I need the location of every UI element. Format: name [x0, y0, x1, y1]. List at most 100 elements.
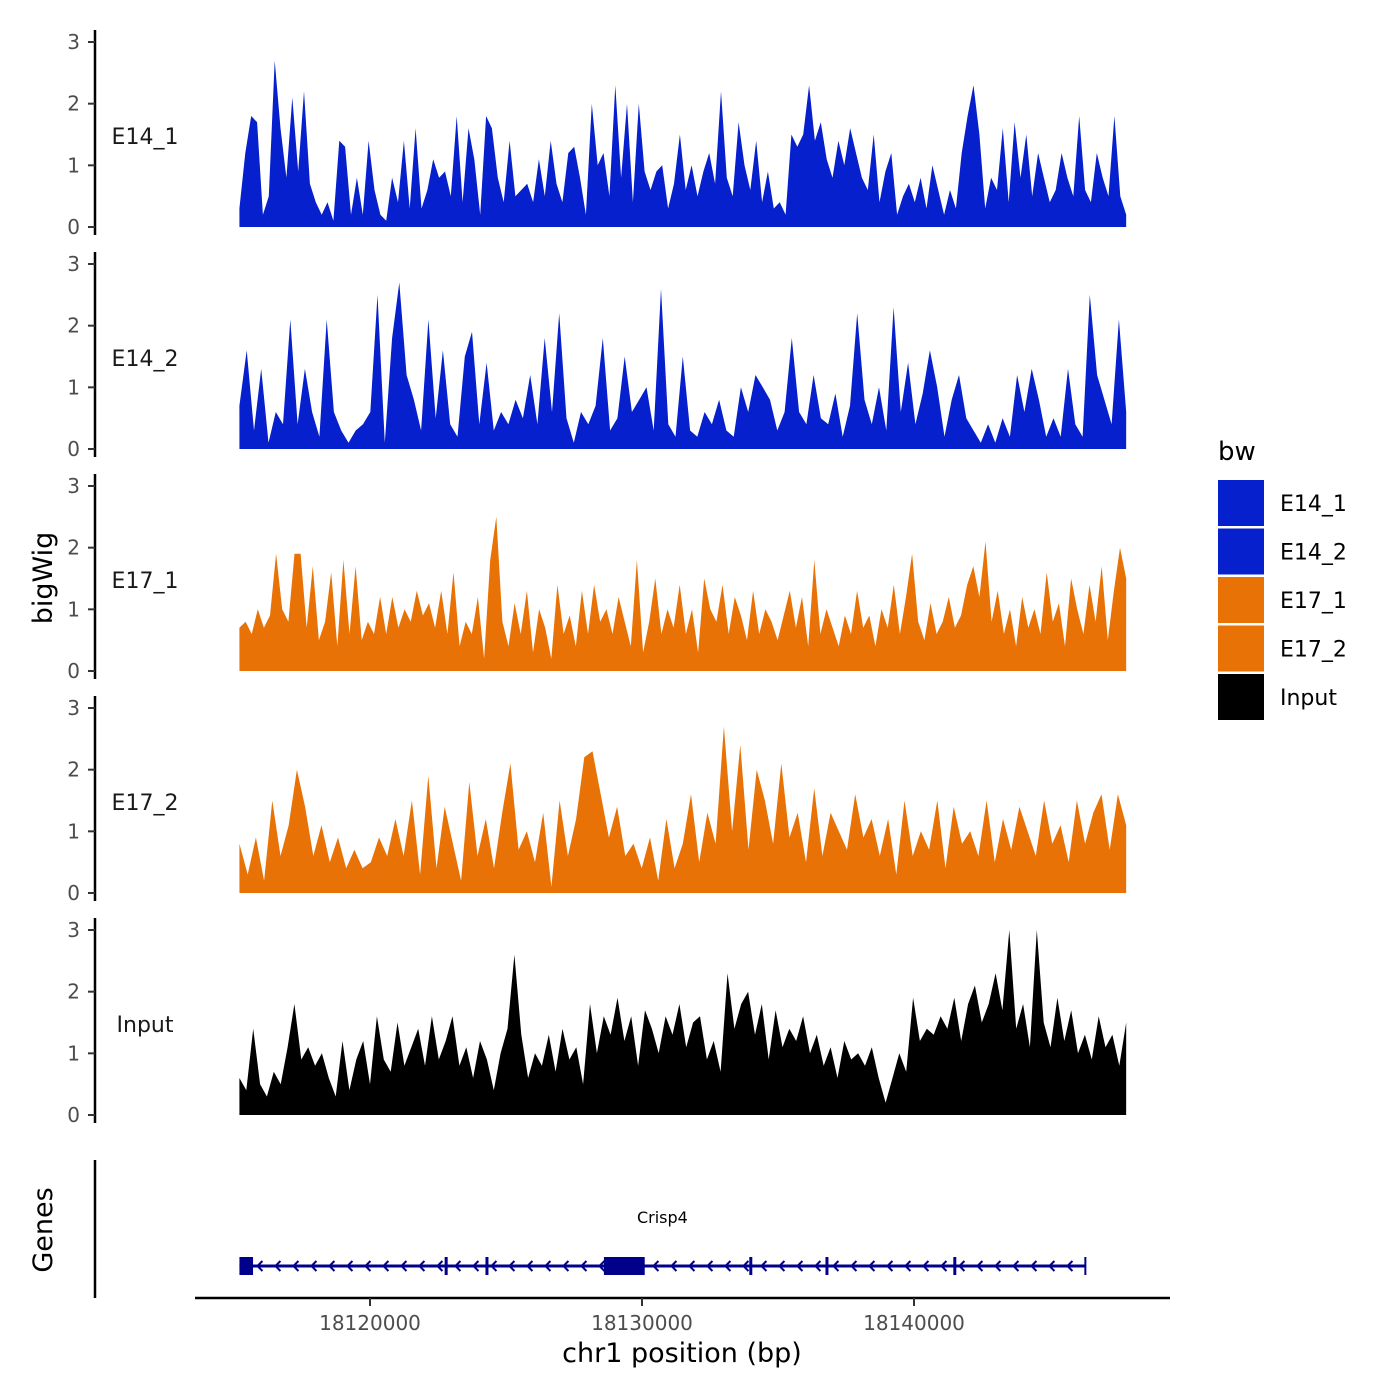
y-tick-label: 3 [67, 30, 80, 54]
y-axis-title: bigWig [28, 532, 59, 625]
track-label: E17_2 [112, 791, 179, 816]
strand-arrow [688, 1260, 696, 1272]
strand-arrow [1066, 1260, 1074, 1272]
strand-arrow [796, 1260, 804, 1272]
y-tick-label: 3 [67, 696, 80, 720]
strand-arrow [940, 1260, 948, 1272]
y-tick-label: 3 [67, 918, 80, 942]
strand-arrow [652, 1260, 660, 1272]
strand-arrow [994, 1260, 1002, 1272]
y-tick-label: 2 [67, 314, 80, 338]
strand-arrow [454, 1260, 462, 1272]
strand-arrow [778, 1260, 786, 1272]
y-tick-label: 0 [67, 659, 80, 683]
strand-arrow [346, 1260, 354, 1272]
legend-label: E17_1 [1280, 589, 1347, 614]
strand-arrow [364, 1260, 372, 1272]
strand-arrow [256, 1260, 264, 1272]
strand-arrow [328, 1260, 336, 1272]
gene-exon [239, 1257, 254, 1275]
track-label: Input [117, 1013, 174, 1038]
strand-arrow [310, 1260, 318, 1272]
strand-arrow [1012, 1260, 1020, 1272]
x-axis-title: chr1 position (bp) [562, 1338, 802, 1369]
strand-arrow [850, 1260, 858, 1272]
strand-arrow [598, 1260, 606, 1272]
strand-arrow [724, 1260, 732, 1272]
gene-track-title: Genes [28, 1187, 59, 1272]
x-axis: 18120000 18130000 18140000 chr1 position (… [195, 1296, 1170, 1369]
strand-arrow [832, 1260, 840, 1272]
legend-label: Input [1280, 686, 1337, 711]
x-tick-label: 18140000 [863, 1311, 965, 1335]
track-e17-2: 0 1 2 3 E17_2 [67, 696, 1127, 905]
legend-label: E17_2 [1280, 638, 1347, 663]
track-e14-1: 0 1 2 3 E14_1 [67, 30, 1127, 239]
track-label: E14_1 [112, 125, 179, 150]
x-tick-label: 18120000 [319, 1311, 421, 1335]
strand-arrow [472, 1260, 480, 1272]
strand-arrow [418, 1260, 426, 1272]
gene-track: Genes Crisp4 [28, 1160, 1087, 1298]
y-tick-label: 1 [67, 819, 80, 843]
y-tick-label: 1 [67, 1041, 80, 1065]
strand-arrow [562, 1260, 570, 1272]
y-tick-label: 2 [67, 758, 80, 782]
y-tick-label: 0 [67, 437, 80, 461]
gene-name-label: Crisp4 [637, 1208, 688, 1227]
y-tick-label: 0 [67, 215, 80, 239]
strand-arrow [274, 1260, 282, 1272]
legend-swatch [1218, 674, 1264, 720]
strand-arrow [400, 1260, 408, 1272]
coverage-area-e14-2 [239, 282, 1127, 449]
strand-arrow [490, 1260, 498, 1272]
strand-arrow [868, 1260, 876, 1272]
strand-arrow [544, 1260, 552, 1272]
track-input: 0 1 2 3 Input [67, 918, 1127, 1127]
strand-arrow [1030, 1260, 1038, 1272]
legend-swatch [1218, 625, 1264, 672]
strand-arrow [904, 1260, 912, 1272]
coverage-area-e14-1 [239, 60, 1127, 227]
strand-arrow [742, 1260, 750, 1272]
track-label: E17_1 [112, 569, 179, 594]
track-label: E14_2 [112, 347, 179, 372]
legend-label: E14_1 [1280, 492, 1347, 517]
strand-arrow [706, 1260, 714, 1272]
y-tick-label: 0 [67, 881, 80, 905]
gene-exon [603, 1257, 645, 1275]
legend-swatch [1218, 577, 1264, 623]
strand-arrow [814, 1260, 822, 1272]
strand-arrow [436, 1260, 444, 1272]
y-tick-label: 0 [67, 1103, 80, 1127]
coverage-area-e17-2 [239, 726, 1127, 893]
y-tick-label: 1 [67, 375, 80, 399]
coverage-area-input [239, 930, 1127, 1115]
strand-arrow [526, 1260, 534, 1272]
strand-arrow [508, 1260, 516, 1272]
coverage-area-e17-1 [239, 516, 1127, 671]
coverage-tracks: 0 1 2 3 E14_1 0 1 2 3 E14_2 0 1 2 3 E17_1 0 1 2 3 E17_2 0 1 2 3… [67, 30, 1127, 1127]
strand-arrow [580, 1260, 588, 1272]
legend-swatch [1218, 480, 1264, 526]
y-tick-label: 1 [67, 597, 80, 621]
strand-arrow [760, 1260, 768, 1272]
y-tick-label: 2 [67, 980, 80, 1004]
legend-swatch [1218, 528, 1264, 575]
strand-arrow [976, 1260, 984, 1272]
gene-model [239, 1257, 1087, 1275]
strand-arrow [886, 1260, 894, 1272]
y-tick-label: 3 [67, 252, 80, 276]
strand-arrow [670, 1260, 678, 1272]
strand-arrow [382, 1260, 390, 1272]
strand-arrow [292, 1260, 300, 1272]
legend: bw E14_1 E14_2 E17_1 E17_2 Input [1218, 437, 1347, 720]
x-tick-label: 18130000 [591, 1311, 693, 1335]
y-tick-label: 3 [67, 474, 80, 498]
legend-title: bw [1218, 437, 1256, 467]
y-tick-label: 2 [67, 92, 80, 116]
legend-items: E14_1 E14_2 E17_1 E17_2 Input [1218, 480, 1347, 720]
strand-arrow [1048, 1260, 1056, 1272]
y-tick-label: 1 [67, 153, 80, 177]
